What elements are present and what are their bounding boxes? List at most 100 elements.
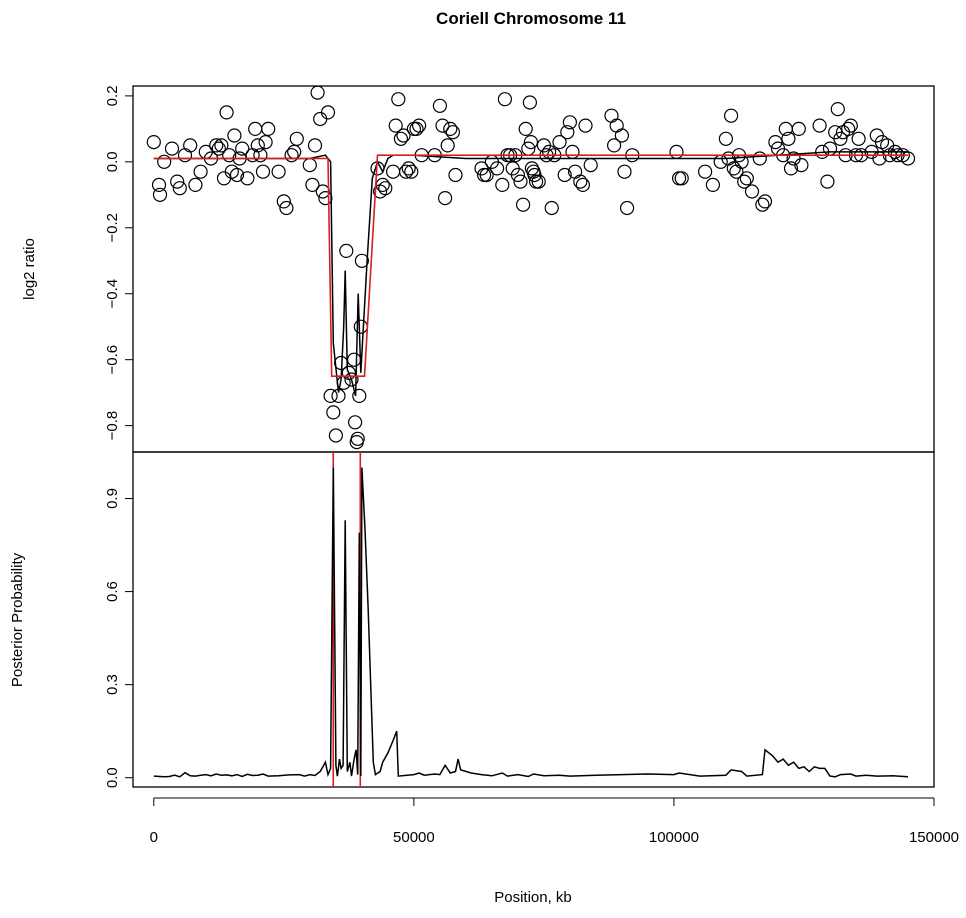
top-panel: −0.8 −0.6 −0.4 −0.2 0.0 0.2 log2 ratio	[21, 85, 935, 453]
data-point	[830, 101, 845, 117]
data-point	[152, 187, 168, 202]
bottom-panel-frame	[132, 451, 935, 788]
x-axis-label: Position, kb	[494, 889, 572, 906]
data-point	[170, 174, 185, 189]
data-point	[783, 161, 799, 176]
data-point	[353, 319, 368, 334]
data-point	[737, 174, 752, 189]
data-point	[531, 174, 546, 189]
bottom-y-tick-label: 0.3	[104, 674, 121, 695]
data-point	[522, 95, 538, 110]
data-point	[713, 154, 728, 169]
data-point	[193, 164, 208, 179]
data-point	[822, 141, 838, 156]
data-point	[214, 138, 229, 153]
top-smooth-line	[153, 151, 908, 397]
data-point	[515, 197, 531, 212]
data-point	[833, 131, 848, 146]
data-point	[318, 191, 333, 206]
data-point	[310, 85, 325, 100]
data-point	[412, 118, 427, 133]
data-point	[768, 135, 783, 150]
data-point	[851, 131, 866, 146]
data-point	[399, 164, 414, 179]
bottom-y-tick-label: 0.9	[104, 488, 121, 509]
data-point	[348, 415, 363, 430]
data-point	[609, 118, 624, 133]
data-point	[388, 118, 403, 133]
data-point	[240, 171, 255, 186]
data-point	[438, 191, 453, 206]
data-point	[448, 167, 463, 183]
data-point	[229, 167, 245, 183]
posterior-probability-line	[153, 467, 909, 778]
data-point	[328, 428, 343, 443]
x-tick-label: 100000	[649, 829, 699, 846]
data-point	[347, 352, 362, 367]
top-y-tick-label: −0.8	[104, 411, 121, 441]
data-point	[219, 105, 234, 120]
data-point	[177, 148, 193, 163]
data-point	[578, 118, 593, 133]
data-point	[276, 194, 291, 209]
data-point	[794, 158, 809, 173]
data-point	[812, 118, 827, 133]
data-point	[674, 171, 689, 186]
data-point	[393, 131, 408, 146]
x-tick-label: 150000	[909, 829, 959, 846]
data-point	[513, 174, 528, 189]
data-point	[544, 200, 559, 216]
data-point	[497, 92, 512, 107]
data-point	[510, 167, 526, 183]
data-point	[562, 115, 578, 130]
data-point	[323, 388, 338, 403]
data-point	[339, 243, 354, 258]
data-point	[781, 131, 796, 146]
data-point	[255, 164, 271, 179]
data-point	[253, 148, 268, 163]
data-point	[820, 174, 835, 189]
top-y-tick-label: 0.0	[104, 151, 121, 172]
data-point	[718, 131, 734, 146]
bottom-y-axis: 0.0 0.3 0.6 0.9	[104, 488, 134, 788]
data-point	[739, 171, 754, 186]
bottom-y-tick-label: 0.0	[104, 767, 121, 788]
data-point	[606, 138, 622, 153]
data-point	[557, 167, 572, 183]
data-point	[313, 111, 328, 127]
data-point	[404, 164, 419, 179]
data-point	[843, 118, 858, 133]
data-point	[435, 118, 450, 133]
data-point	[287, 144, 302, 159]
data-point	[354, 253, 369, 268]
data-point	[157, 154, 172, 169]
top-y-axis: −0.8 −0.6 −0.4 −0.2 0.0 0.2	[104, 85, 134, 441]
data-point	[445, 125, 460, 140]
data-point	[211, 141, 226, 156]
data-point	[409, 121, 424, 136]
data-point	[583, 158, 598, 173]
data-point	[617, 164, 632, 179]
top-y-label: log2 ratio	[21, 238, 38, 300]
data-point	[614, 128, 630, 143]
data-point	[524, 161, 540, 176]
data-point	[479, 167, 494, 183]
top-y-tick-label: −0.2	[104, 213, 121, 243]
data-point	[172, 181, 187, 196]
data-point	[744, 184, 760, 199]
data-point	[341, 365, 356, 380]
data-point	[146, 135, 161, 150]
bottom-y-tick-label: 0.6	[104, 581, 121, 602]
data-point	[573, 174, 588, 189]
data-point	[565, 144, 580, 159]
data-point	[755, 197, 770, 212]
data-point	[791, 121, 806, 136]
data-point	[209, 138, 224, 153]
data-point	[386, 164, 401, 179]
data-point	[222, 148, 237, 163]
data-point	[619, 200, 635, 216]
data-point	[245, 148, 260, 163]
data-point	[523, 135, 539, 150]
x-axis: 0 50000 100000 150000	[150, 797, 959, 846]
data-point	[726, 161, 741, 176]
